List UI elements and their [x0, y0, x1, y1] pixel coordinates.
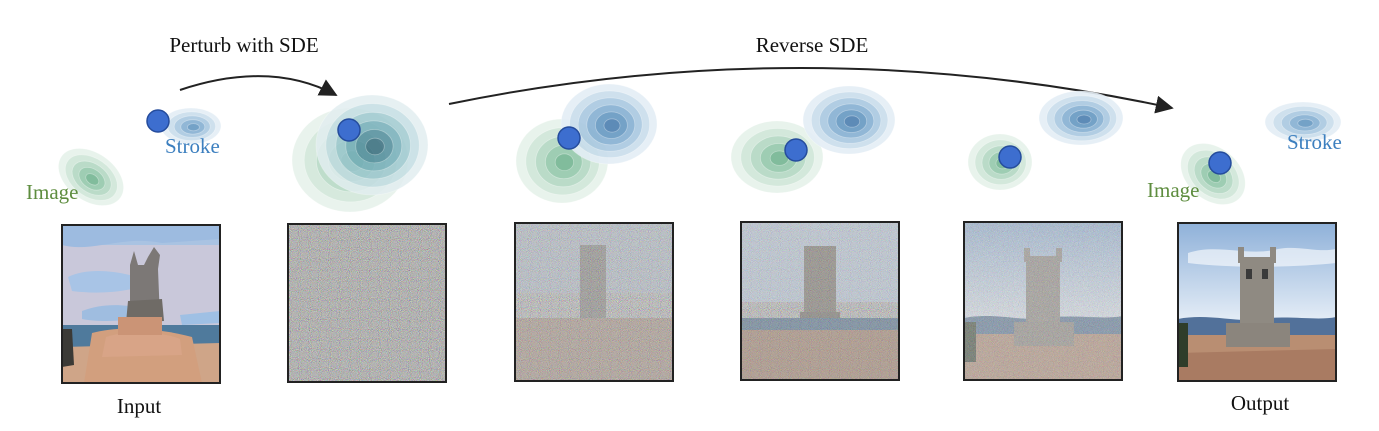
stroke-dist-perturbed [315, 94, 429, 196]
image-panels [61, 221, 1337, 384]
noisy-panel-1 [287, 223, 447, 383]
noisy-panel-3 [740, 221, 900, 381]
stroke-label-right: Stroke [1287, 130, 1342, 154]
sample-point-stage3 [557, 126, 581, 150]
reverse-label: Reverse SDE [756, 33, 869, 57]
perturb-arrow [179, 75, 338, 96]
noisy-panel-4 [963, 221, 1123, 381]
image-dist-stage4 [730, 120, 824, 194]
input-painting-panel [61, 224, 221, 384]
sample-point-output [1208, 151, 1232, 175]
noisy-panel-2 [514, 222, 674, 382]
stroke-dist-output [1264, 101, 1342, 143]
stroke-dist-input [160, 107, 222, 145]
distribution-plots [58, 83, 1342, 213]
stroke-dist-stage5 [1038, 90, 1124, 146]
sample-point-stage5 [998, 145, 1022, 169]
image-label-right: Image [1147, 178, 1199, 202]
input-label: Input [117, 394, 161, 418]
stroke-label-left: Stroke [165, 134, 220, 158]
image-dist-input [58, 148, 124, 206]
sample-point-perturbed [337, 118, 361, 142]
perturb-label: Perturb with SDE [169, 33, 318, 57]
reverse-arrow [448, 67, 1174, 114]
sample-point-input [146, 109, 170, 133]
stroke-dist-stage4 [802, 85, 896, 155]
output-photo-panel [1177, 222, 1337, 382]
sample-point-stage4 [784, 138, 808, 162]
output-label: Output [1231, 391, 1290, 415]
image-label-left: Image [26, 180, 78, 204]
stroke-dist-stage3 [560, 83, 658, 165]
image-dist-output [1180, 143, 1246, 205]
